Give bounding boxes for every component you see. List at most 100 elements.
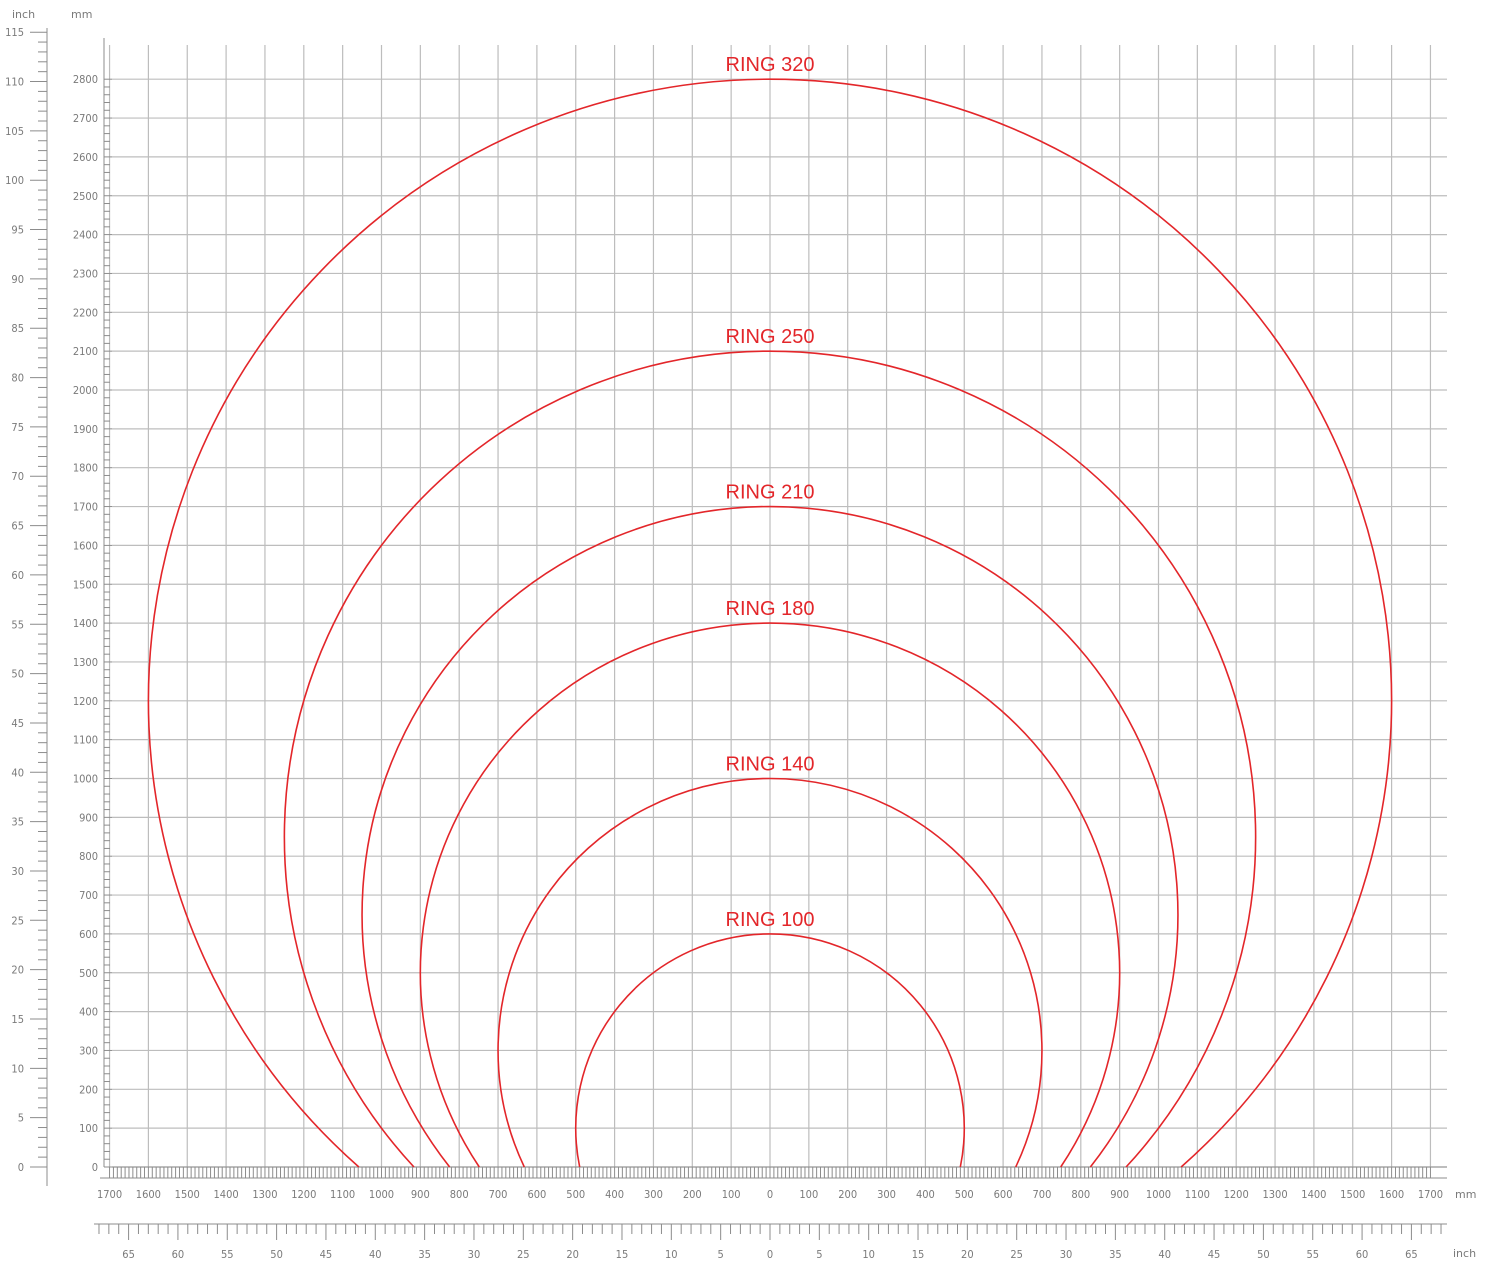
ring-label: RING 320: [726, 54, 815, 76]
x-inch-tick-label: 30: [1060, 1248, 1073, 1261]
x-mm-tick-label: 800: [1071, 1188, 1090, 1201]
y-inch-tick-label: 60: [11, 569, 24, 582]
y-inch-tick-label: 40: [11, 766, 24, 779]
y-inch-tick-label: 15: [11, 1013, 24, 1026]
x-mm-tick-label: 900: [1110, 1188, 1129, 1201]
rings: [147, 78, 1393, 1168]
y-inch-tick-label: 65: [11, 520, 24, 533]
x-mm-tick-label: 500: [955, 1188, 974, 1201]
x-inch-tick-label: 65: [122, 1248, 135, 1261]
x-mm-tick-label: 1400: [214, 1188, 239, 1201]
x-mm-tick-label: 1700: [97, 1188, 122, 1201]
x-mm-tick-label: 800: [450, 1188, 469, 1201]
ring-label: RING 180: [726, 598, 815, 620]
x-inch-tick-label: 30: [468, 1248, 481, 1261]
x-mm-tick-label: 1100: [1185, 1188, 1210, 1201]
x-mm-tick-label: 300: [644, 1188, 663, 1201]
x-inch-tick-label: 25: [1010, 1248, 1023, 1261]
y-mm-tick-label: 1500: [73, 578, 98, 591]
ring-curve: [147, 78, 1393, 1168]
x-inch-tick-label: 55: [1306, 1248, 1319, 1261]
y-inch-tick-label: 85: [11, 322, 24, 335]
y-mm-tick-label: 2500: [73, 190, 98, 203]
grid: [108, 45, 1447, 1168]
x-mm-tick-label: 1300: [252, 1188, 277, 1201]
y-mm-tick-label: 2800: [73, 73, 98, 86]
x-mm-tick-label: 600: [527, 1188, 546, 1201]
y-mm-tick-label: 700: [79, 889, 98, 902]
x-mm-tick-label: 900: [411, 1188, 430, 1201]
x-inch-tick-label: 50: [270, 1248, 283, 1261]
y-inch-tick-label: 45: [11, 717, 24, 730]
axes: 0100200300400500600700800900100011001200…: [5, 26, 1447, 1261]
x-inch-tick-label: 0: [767, 1248, 773, 1261]
y-mm-tick-label: 2400: [73, 229, 98, 242]
x-mm-tick-label: 1700: [1418, 1188, 1443, 1201]
ring-label: RING 100: [726, 909, 815, 931]
x-inch-tick-label: 55: [221, 1248, 234, 1261]
x-inch-tick-label: 35: [418, 1248, 431, 1261]
x-mm-tick-label: 1500: [175, 1188, 200, 1201]
x-inch-tick-label: 65: [1405, 1248, 1418, 1261]
y-inch-unit-label: inch: [12, 8, 35, 21]
y-mm-tick-label: 1100: [73, 734, 98, 747]
y-mm-tick-label: 1700: [73, 501, 98, 514]
ring-curve: [419, 622, 1121, 1168]
y-mm-tick-label: 0: [92, 1161, 98, 1174]
x-mm-tick-label: 1200: [1224, 1188, 1249, 1201]
y-inch-tick-label: 110: [5, 76, 24, 89]
y-inch-tick-label: 30: [11, 865, 24, 878]
x-inch-unit-label: inch: [1453, 1247, 1476, 1260]
y-inch-tick-label: 55: [11, 618, 24, 631]
x-mm-tick-label: 600: [994, 1188, 1013, 1201]
x-inch-tick-label: 20: [961, 1248, 974, 1261]
x-inch-tick-label: 45: [320, 1248, 333, 1261]
x-mm-tick-label: 1600: [1379, 1188, 1404, 1201]
x-mm-tick-label: 300: [877, 1188, 896, 1201]
y-inch-tick-label: 75: [11, 421, 24, 434]
ring-labels: RING 320 RING 250 RING 210 RING 180 RING 140…: [726, 54, 815, 931]
x-mm-tick-label: 700: [489, 1188, 508, 1201]
y-mm-tick-label: 2200: [73, 306, 98, 319]
x-mm-tick-label: 1500: [1340, 1188, 1365, 1201]
y-mm-tick-label: 2600: [73, 151, 98, 164]
x-mm-unit-label: mm: [1455, 1188, 1476, 1201]
x-mm-tick-label: 200: [683, 1188, 702, 1201]
x-mm-tick-label: 1200: [291, 1188, 316, 1201]
ring-label: RING 140: [726, 754, 815, 776]
x-mm-tick-label: 1400: [1301, 1188, 1326, 1201]
ring-curve: [497, 777, 1043, 1168]
y-mm-tick-label: 1000: [73, 773, 98, 786]
y-inch-tick-label: 90: [11, 273, 24, 286]
y-inch-tick-label: 80: [11, 372, 24, 385]
x-mm-tick-label: 1600: [136, 1188, 161, 1201]
x-inch-tick-label: 5: [718, 1248, 724, 1261]
x-mm-tick-label: 100: [799, 1188, 818, 1201]
y-inch-tick-label: 105: [5, 125, 24, 138]
x-mm-tick-label: 0: [767, 1188, 773, 1201]
y-inch-tick-label: 35: [11, 816, 24, 829]
y-mm-tick-label: 1400: [73, 617, 98, 630]
y-mm-tick-label: 2100: [73, 345, 98, 358]
x-inch-tick-label: 45: [1208, 1248, 1221, 1261]
y-mm-tick-label: 300: [79, 1044, 98, 1057]
x-mm-tick-label: 200: [838, 1188, 857, 1201]
y-inch-tick-label: 95: [11, 224, 24, 237]
x-inch-tick-label: 5: [816, 1248, 822, 1261]
y-inch-tick-label: 115: [5, 26, 24, 39]
y-inch-tick-label: 10: [11, 1062, 24, 1075]
ring-curve: [283, 350, 1257, 1168]
y-mm-tick-label: 600: [79, 928, 98, 941]
x-mm-tick-label: 1000: [1146, 1188, 1171, 1201]
x-inch-tick-label: 60: [1356, 1248, 1369, 1261]
y-mm-tick-label: 2700: [73, 112, 98, 125]
y-mm-tick-label: 500: [79, 967, 98, 980]
y-mm-tick-label: 1300: [73, 656, 98, 669]
x-mm-tick-label: 400: [605, 1188, 624, 1201]
y-inch-tick-label: 25: [11, 914, 24, 927]
x-mm-tick-label: 1300: [1262, 1188, 1287, 1201]
y-mm-tick-label: 400: [79, 1006, 98, 1019]
x-inch-tick-label: 40: [1158, 1248, 1171, 1261]
ring-curve: [361, 505, 1179, 1168]
